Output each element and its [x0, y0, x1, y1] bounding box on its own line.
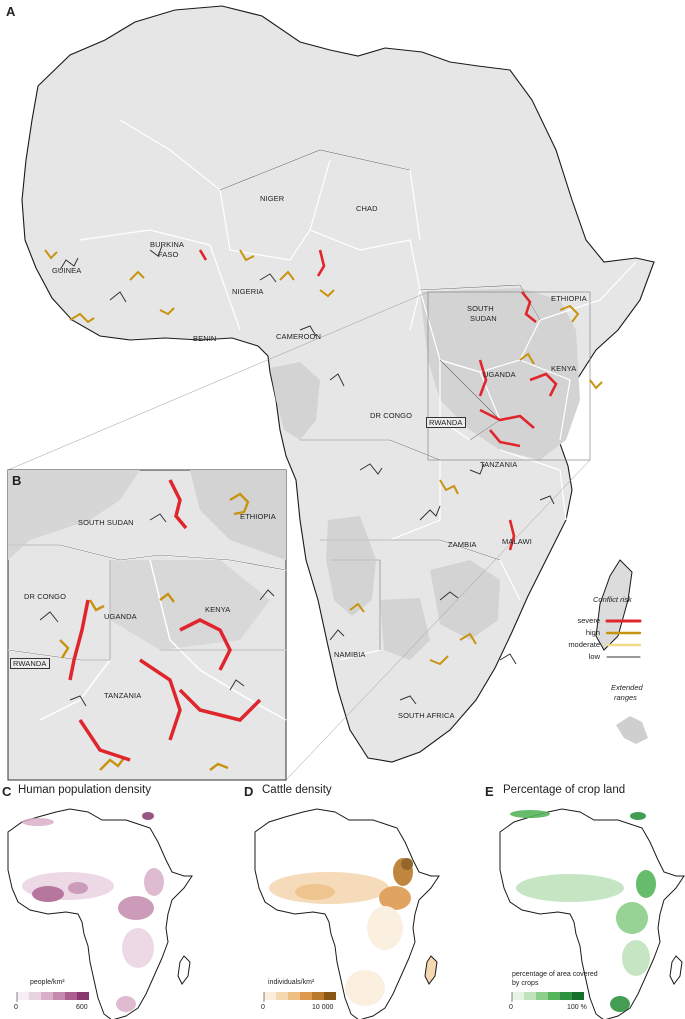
inset-label-southsudan: SOUTH SUDAN [78, 518, 134, 527]
label-faso: FASO [158, 250, 179, 259]
label-sudan: SUDAN [470, 314, 497, 323]
inset-label-rwanda: RWANDA [10, 658, 50, 669]
label-zambia: ZAMBIA [448, 540, 477, 549]
conflict-severe-lines [198, 249, 558, 551]
panel-c-tick-min: 0 [14, 1004, 18, 1011]
inset-label-kenya: KENYA [205, 605, 231, 614]
panel-d-letter: D [244, 784, 254, 799]
panel-d-tick-min: 0 [261, 1004, 265, 1011]
legend-extended-line1: Extended [611, 683, 643, 692]
label-chad: CHAD [356, 204, 378, 213]
inset-b [7, 469, 287, 781]
legend-low: low [588, 652, 600, 661]
legend-extended-line2: ranges [614, 693, 637, 702]
panel-c-title: Human population density [18, 784, 151, 796]
panel-d-tick-max: 10 000 [312, 1004, 334, 1011]
inset-label-tanzania: TANZANIA [104, 691, 142, 700]
country-borders-dark [219, 149, 541, 650]
label-rwanda: RWANDA [426, 417, 466, 428]
panel-d-colorbar [263, 992, 336, 1002]
inset-connector-right [285, 459, 591, 781]
panel-c-map [7, 808, 193, 1019]
label-kenya: KENYA [551, 364, 577, 373]
label-malawi: MALAWI [502, 537, 532, 546]
panel-e-tick-max: 100 % [567, 1004, 587, 1011]
panel-a-letter: A [6, 4, 16, 19]
label-benin: BENIN [193, 334, 217, 343]
label-guinea: GUINEA [52, 266, 82, 275]
panel-e-colorbar [511, 992, 584, 1002]
inset-label-ethiopia: ETHIOPIA [240, 512, 276, 521]
panel-c-colorbar [16, 992, 89, 1002]
inset-label-uganda: UGANDA [104, 612, 137, 621]
madagascar [595, 559, 633, 651]
label-south: SOUTH [467, 304, 494, 313]
inset-connector-left [7, 291, 429, 471]
label-cameroon: CAMEROON [276, 332, 321, 341]
legend-title: Conflict risk [593, 595, 632, 604]
label-burkina: BURKINA [150, 240, 185, 249]
inset-extent-box [427, 291, 591, 461]
legend-swatches [605, 619, 642, 658]
panel-e-title: Percentage of crop land [503, 784, 626, 796]
label-niger: NIGER [260, 194, 285, 203]
inset-label-drcongo: DR CONGO [24, 592, 67, 601]
panel-b-letter: B [12, 473, 22, 488]
conflict-high-lines [44, 249, 603, 666]
label-tanzania: TANZANIA [480, 460, 518, 469]
label-southafrica: SOUTH AFRICA [398, 711, 455, 720]
legend-moderate: moderate [568, 640, 600, 649]
panel-d-unit: individuals/km² [268, 979, 315, 986]
panel-d-title: Cattle density [262, 784, 332, 796]
extended-ranges-swatch [616, 716, 648, 744]
legend-severe: severe [577, 616, 600, 625]
panel-e-letter: E [485, 784, 494, 799]
panel-c-letter: C [2, 784, 12, 799]
conflict-low-lines [59, 245, 555, 705]
label-uganda: UGANDA [483, 370, 516, 379]
label-namibia: NAMIBIA [334, 650, 366, 659]
label-nigeria: NIGERIA [232, 287, 264, 296]
label-drcongo: DR CONGO [370, 411, 413, 420]
panel-e-unit: percentage of area covered by crops [512, 971, 598, 987]
panel-d-map [254, 808, 440, 1019]
panel-c-tick-max: 600 [76, 1004, 88, 1011]
main-map [7, 5, 655, 781]
panel-c-unit: people/km² [30, 979, 65, 986]
label-ethiopia: ETHIOPIA [551, 294, 587, 303]
africa-landmass [21, 5, 655, 763]
legend-high: high [585, 628, 600, 637]
panel-e-tick-min: 0 [509, 1004, 513, 1011]
